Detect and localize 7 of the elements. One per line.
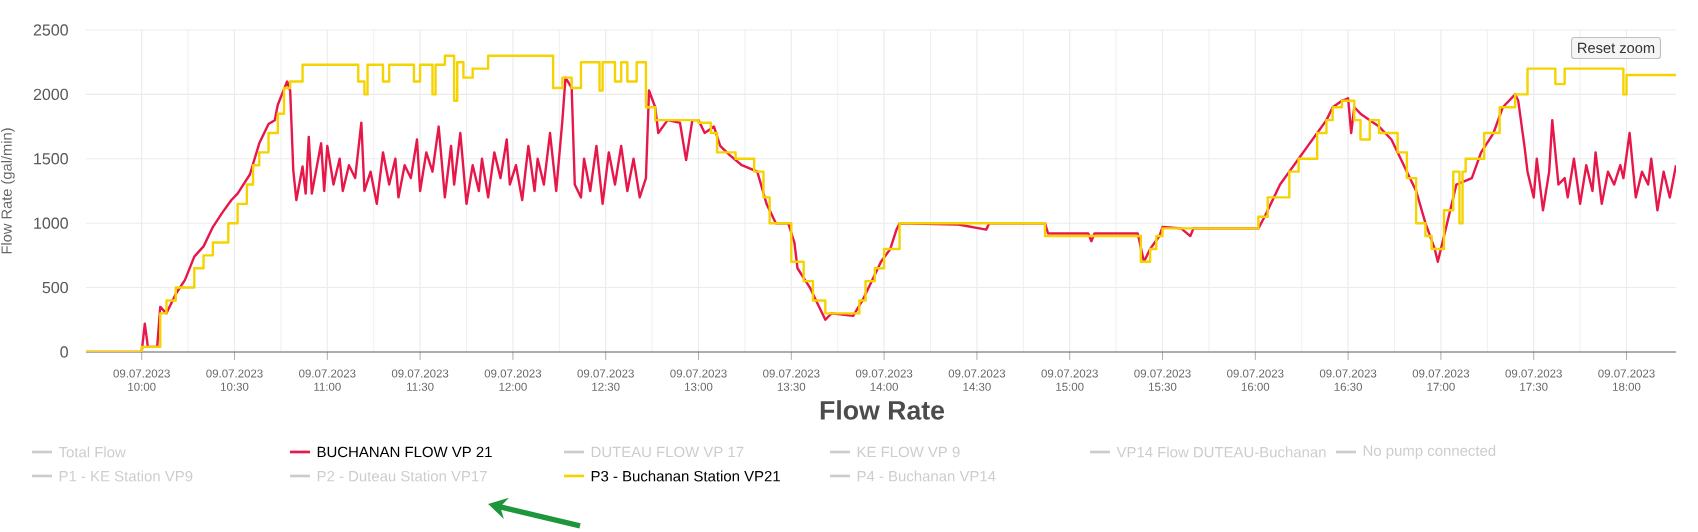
y-tick-label: 1000: [34, 217, 68, 229]
text: Flow Rate: [820, 400, 945, 420]
y-tick-label: 2500: [33, 24, 68, 36]
y-tick-label: 1500: [34, 153, 68, 165]
y-tick-label: 2000: [33, 88, 68, 101]
y-tick-label: 0: [60, 346, 68, 358]
y-tick-label: 500: [42, 281, 68, 294]
